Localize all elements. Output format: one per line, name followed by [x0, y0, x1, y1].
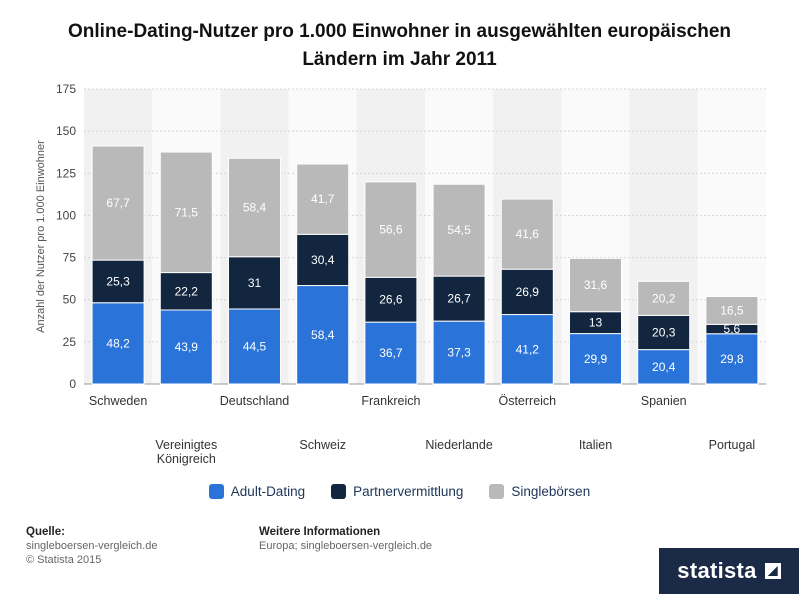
data-label: 48,2	[106, 336, 130, 350]
data-label: 5,6	[724, 322, 741, 336]
source-link[interactable]: singleboersen-vergleich.de	[26, 540, 158, 552]
data-label: 41,2	[516, 342, 540, 356]
bar-segment-singleb-rsen	[296, 163, 350, 235]
bar-segment-partnervermittlung	[91, 259, 145, 304]
info-label: Weitere Informationen	[259, 526, 381, 538]
data-label: 25,3	[106, 274, 130, 288]
data-label: 29,9	[584, 352, 608, 366]
data-label: 20,3	[652, 326, 676, 340]
data-label: 26,9	[516, 285, 540, 299]
bar-segment-singleb-rsen	[159, 151, 213, 274]
y-tick-label: 0	[69, 377, 76, 391]
bar-segment-singleb-rsen	[91, 145, 145, 261]
chart-legend: Adult-Dating Partnervermittlung Singlebö…	[0, 484, 799, 499]
legend-swatch-partnervermittlung	[331, 484, 347, 499]
y-tick-label: 150	[56, 124, 76, 138]
stacked-bar-chart: 0 25 50 75 100 125 150 175 Anzahl der Nutzer pro…	[35, 82, 766, 466]
bar-segment-partnervermittlung	[159, 272, 213, 311]
bar-segment-partnervermittlung	[637, 314, 691, 351]
bar-segment-adult-dating	[228, 308, 281, 385]
data-label: 56,6	[379, 223, 403, 237]
bar-segment-adult-dating	[432, 320, 486, 385]
data-label: 58,4	[311, 328, 335, 342]
bar-segment-adult-dating	[91, 302, 145, 385]
y-tick-label: 175	[56, 82, 76, 96]
statista-logo-icon	[764, 563, 781, 579]
data-label: 13	[589, 316, 603, 330]
data-label: 41,6	[516, 227, 540, 241]
copyright-text: © Statista 2015	[26, 554, 102, 566]
bar-segment-adult-dating	[500, 314, 554, 385]
x-tick-label: Vereinigtes	[155, 438, 217, 452]
source-label: Quelle:	[26, 526, 65, 538]
data-label: 43,9	[175, 340, 199, 354]
bar-segment-adult-dating	[296, 285, 350, 385]
bar-segment-adult-dating	[569, 333, 622, 385]
bar-segment-adult-dating	[159, 309, 213, 385]
legend-swatch-adult-dating	[208, 484, 224, 499]
legend-swatch-singleboersen	[489, 484, 505, 499]
bar-segment-singleb-rsen	[432, 183, 486, 277]
y-tick-label: 50	[63, 293, 77, 307]
info-text: Europa; singleboersen-vergleich.de	[259, 540, 433, 552]
data-label: 20,4	[652, 360, 676, 374]
source-block: Quelle: singleboersen-vergleich.de © Sta…	[26, 525, 157, 567]
legend-item-adult-dating[interactable]: Adult-Dating	[208, 484, 306, 499]
y-tick-label: 25	[63, 335, 77, 349]
data-label: 22,2	[175, 284, 199, 298]
x-tick-label: Königreich	[157, 452, 216, 466]
bar-segment-adult-dating	[705, 333, 759, 385]
data-label: 67,7	[106, 196, 130, 210]
brand-name: statista	[677, 558, 757, 583]
bar-segment-partnervermittlung	[364, 276, 418, 323]
bar-segment-partnervermittlung	[432, 275, 486, 322]
bar-segment-partnervermittlung	[228, 256, 281, 310]
x-tick-label: Deutschland	[220, 394, 290, 408]
data-label: 31	[248, 276, 262, 290]
info-block: Weitere Informationen Europa; singleboer…	[259, 525, 432, 553]
data-label: 54,5	[447, 223, 471, 237]
bar-segment-singleb-rsen	[500, 198, 554, 270]
bar-segment-adult-dating	[637, 349, 691, 385]
statista-logo[interactable]: statista	[659, 548, 799, 594]
x-tick-label: Niederlande	[425, 438, 492, 452]
chart-title: Online-Dating-Nutzer pro 1.000 Einwohner…	[68, 21, 731, 70]
bar-segment-adult-dating	[364, 321, 418, 385]
bar-segment-singleb-rsen	[569, 257, 622, 313]
data-label: 36,7	[379, 346, 403, 360]
x-tick-label: Österreich	[498, 394, 556, 408]
data-label: 26,6	[379, 293, 403, 307]
x-tick-label: Frankreich	[361, 394, 420, 408]
x-tick-label: Schweiz	[299, 438, 346, 452]
data-label: 41,7	[311, 192, 335, 206]
data-label: 30,4	[311, 253, 335, 267]
y-tick-label: 100	[56, 208, 76, 222]
data-label: 16,5	[720, 303, 744, 317]
data-label: 20,2	[652, 291, 676, 305]
bar-segment-singleb-rsen	[228, 157, 281, 258]
legend-label-adult-dating: Adult-Dating	[230, 484, 306, 499]
bar-segment-singleb-rsen	[705, 296, 759, 325]
x-tick-label: Portugal	[709, 438, 756, 452]
legend-item-partnervermittlung[interactable]: Partnervermittlung	[331, 484, 463, 499]
data-label: 58,4	[243, 201, 267, 215]
legend-label-partnervermittlung: Partnervermittlung	[353, 484, 464, 499]
x-tick-label: Schweden	[89, 394, 147, 408]
data-label: 31,6	[584, 278, 608, 292]
data-label: 29,8	[720, 352, 744, 366]
y-tick-label: 75	[63, 251, 77, 265]
bar-segment-singleb-rsen	[364, 181, 418, 278]
data-label: 37,3	[447, 346, 471, 360]
x-tick-label: Italien	[579, 438, 612, 452]
y-tick-label: 125	[56, 166, 76, 180]
legend-item-singleboersen[interactable]: Singlebörsen	[489, 484, 590, 499]
data-label: 26,7	[447, 292, 471, 306]
data-label: 44,5	[243, 339, 267, 353]
y-axis-label: Anzahl der Nutzer pro 1.000 Einwohner	[35, 140, 47, 333]
data-label: 71,5	[175, 205, 199, 219]
x-tick-label: Spanien	[641, 394, 687, 408]
legend-label-singleboersen: Singlebörsen	[511, 484, 591, 499]
bar-segment-singleb-rsen	[637, 280, 691, 316]
